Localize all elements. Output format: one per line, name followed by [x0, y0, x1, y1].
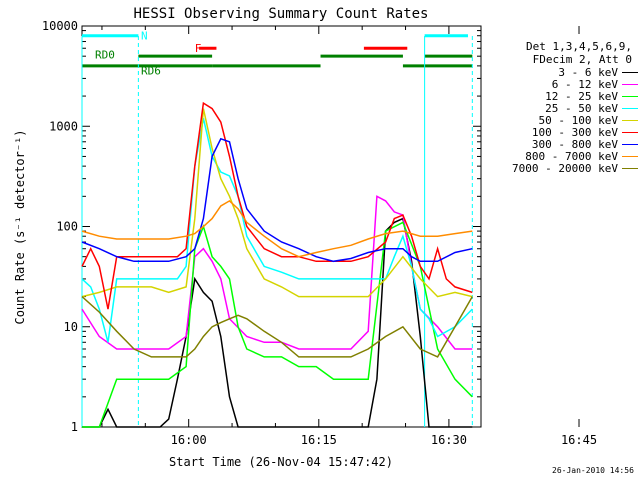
plot-frame: [81, 25, 482, 428]
series-line-50-100-kev: [81, 108, 473, 298]
legend-entry: 12 - 25 keV: [500, 89, 638, 103]
series-line-100-300-kev: [81, 101, 473, 310]
state-label-rd6: RD6: [141, 64, 161, 77]
y-tick-label: 1: [71, 420, 78, 434]
series-lines: [81, 101, 473, 428]
series-line-3-6-kev: [82, 217, 473, 428]
legend-entry: 6 - 12 keV: [500, 77, 638, 91]
legend-entries: 3 - 6 keV 6 - 12 keV 12 - 25 keV 25 - 50 ke…: [500, 65, 638, 175]
legend-entry-label: 6 - 12 keV: [551, 77, 618, 91]
plot-axes: 16:0016:1516:3016:4517:0017:151101001000…: [42, 19, 597, 447]
legend-entry: 3 - 6 keV: [500, 65, 638, 79]
legend-swatch: [622, 107, 638, 109]
x-axis-label: Start Time (26-Nov-04 15:47:42): [169, 455, 393, 469]
legend-swatch: [622, 83, 638, 85]
legend-entry: 800 - 7000 keV: [500, 149, 638, 163]
legend-entry-label: 3 - 6 keV: [558, 65, 618, 79]
series-line-12-25-kev: [82, 221, 473, 428]
legend-swatch: [622, 143, 638, 145]
series-line-7000-20000-kev: [81, 296, 473, 358]
legend-swatch: [622, 95, 638, 97]
legend-entry: 300 - 800 keV: [500, 137, 638, 151]
legend-swatch: [622, 131, 638, 133]
legend-entry-label: 25 - 50 keV: [545, 101, 618, 115]
series-line-6-12-kev: [81, 195, 473, 350]
vertical-markers: [81, 36, 473, 427]
state-label-rd0: RD0: [95, 48, 115, 61]
legend-swatch: [622, 167, 638, 169]
y-tick-label: 10: [64, 320, 78, 334]
legend-header-line-2: FDecim 2, Att 0: [532, 53, 632, 66]
chart-title: HESSI Observing Summary Count Rates: [133, 6, 428, 22]
x-tick-label: 16:00: [171, 433, 207, 447]
legend-entry: 7000 - 20000 keV: [500, 161, 638, 175]
y-tick-label: 100: [56, 220, 78, 234]
x-tick-label: 16:45: [561, 433, 597, 447]
x-tick-label: 16:30: [431, 433, 467, 447]
legend-entry-label: 12 - 25 keV: [545, 89, 618, 103]
legend-entry: 25 - 50 keV: [500, 101, 638, 115]
state-label-f: F: [195, 42, 202, 55]
legend-entry-label: 7000 - 20000 keV: [512, 161, 618, 175]
y-axis-label: Count Rate (s⁻¹ detector⁻¹): [13, 129, 27, 324]
series-line-25-50-kev: [81, 118, 473, 343]
legend-header-line-1: Det 1,3,4,5,6,9,: [526, 40, 632, 53]
state-labels: N F RD0 RD6: [95, 30, 201, 78]
y-tick-label: 10000: [42, 19, 78, 33]
series-line-800-7000-kev: [81, 199, 473, 258]
legend-swatch: [622, 155, 638, 157]
state-label-n: N: [141, 30, 148, 43]
legend-swatch: [622, 71, 638, 73]
legend-entry-label: 800 - 7000 keV: [525, 149, 618, 163]
legend-entry-label: 100 - 300 keV: [531, 125, 618, 139]
state-bars: [82, 34, 473, 68]
legend-entry-label: 300 - 800 keV: [531, 137, 618, 151]
legend-entry: 100 - 300 keV: [500, 125, 638, 139]
x-tick-label: 16:15: [301, 433, 337, 447]
legend-swatch: [622, 119, 638, 121]
legend: Det 1,3,4,5,6,9, FDecim 2, Att 0 3 - 6 k…: [500, 40, 638, 175]
y-tick-label: 1000: [49, 119, 78, 133]
legend-entry: 50 - 100 keV: [500, 113, 638, 127]
series-line-300-800-kev: [81, 137, 473, 263]
legend-entry-label: 50 - 100 keV: [538, 113, 618, 127]
timestamp: 26-Jan-2010 14:56: [552, 466, 634, 475]
